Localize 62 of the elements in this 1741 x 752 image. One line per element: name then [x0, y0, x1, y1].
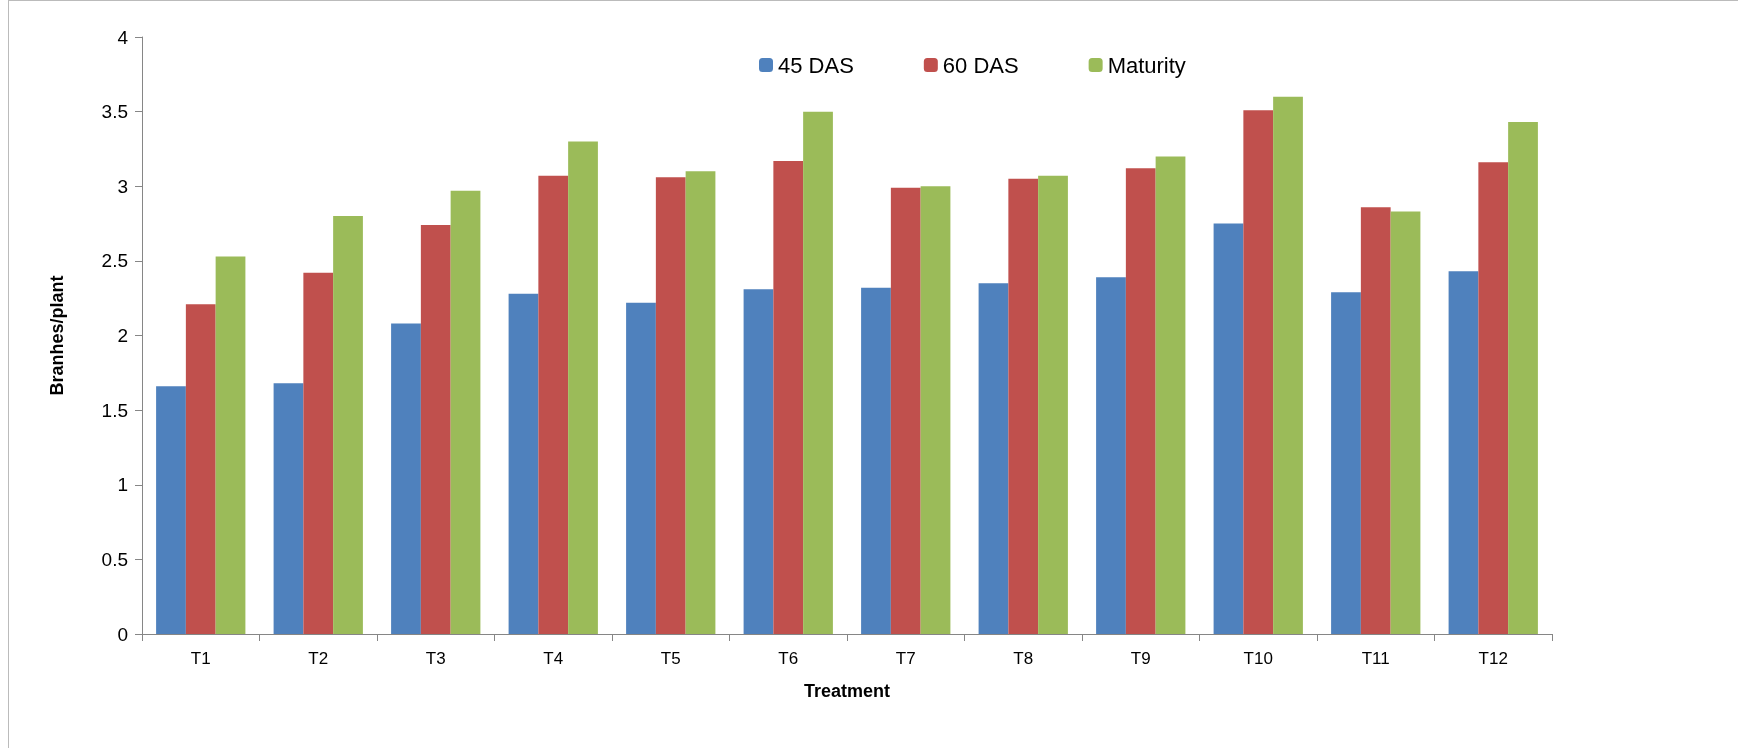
y-axis-title: Branhes/plant — [47, 275, 67, 396]
y-tick-label: 1 — [117, 474, 128, 496]
x-tick-label: T5 — [660, 649, 681, 668]
y-tick-label: 0.5 — [101, 548, 128, 570]
bar — [538, 175, 569, 634]
bar — [215, 256, 246, 634]
bar — [861, 287, 891, 634]
x-tick-label: T6 — [778, 649, 799, 668]
bar — [420, 225, 451, 634]
bar — [391, 323, 421, 634]
bar — [978, 283, 1009, 634]
x-tick-label: T8 — [1013, 649, 1034, 668]
x-tick-label: T11 — [1361, 649, 1390, 668]
x-tick-label: T9 — [1130, 649, 1151, 668]
x-tick-label: T1 — [190, 649, 211, 668]
bar — [333, 216, 363, 634]
y-tick-label: 1.5 — [101, 399, 128, 421]
bar — [1360, 207, 1391, 634]
y-tick-label: 3.5 — [101, 101, 128, 123]
bar — [773, 160, 804, 634]
y-tick-label: 3 — [117, 175, 128, 197]
x-tick-label: T12 — [1478, 649, 1508, 668]
bar — [1125, 168, 1156, 634]
x-tick-label: T4 — [543, 649, 564, 668]
bar — [626, 302, 656, 634]
bar — [685, 171, 716, 634]
bar — [273, 383, 304, 634]
y-tick-label: 4 — [117, 26, 129, 48]
x-tick-label: T10 — [1243, 649, 1273, 668]
bar — [1096, 277, 1126, 634]
y-tick-label: 2.5 — [101, 250, 128, 272]
x-tick-label: T7 — [895, 649, 916, 668]
bar — [1508, 122, 1538, 634]
bar — [890, 187, 921, 634]
bar — [1448, 271, 1479, 634]
bar — [156, 386, 186, 634]
bar — [303, 272, 334, 634]
legend-label: Maturity — [1107, 52, 1186, 78]
x-axis-title: Treatment — [803, 681, 891, 701]
bar — [920, 186, 951, 634]
bar — [1273, 96, 1303, 634]
bar — [1038, 175, 1068, 634]
x-tick-label: T3 — [425, 649, 446, 668]
y-tick-label: 0 — [117, 623, 128, 645]
bar — [1243, 110, 1274, 634]
y-tick-label: 2 — [117, 325, 128, 346]
bar — [1478, 162, 1509, 634]
bar — [1155, 156, 1186, 634]
bar — [655, 177, 686, 634]
bar — [1213, 223, 1244, 634]
x-tick-label: T2 — [308, 649, 329, 668]
legend-label: 45 DAS — [778, 52, 854, 78]
bar — [185, 304, 216, 634]
bar — [568, 141, 598, 634]
bar — [803, 111, 833, 634]
legend-label: 60 DAS — [942, 52, 1019, 78]
bar — [1008, 178, 1039, 634]
bar — [1331, 292, 1361, 634]
bar — [508, 293, 539, 634]
bar — [1390, 211, 1421, 634]
bar — [743, 289, 774, 634]
bar — [450, 190, 481, 634]
